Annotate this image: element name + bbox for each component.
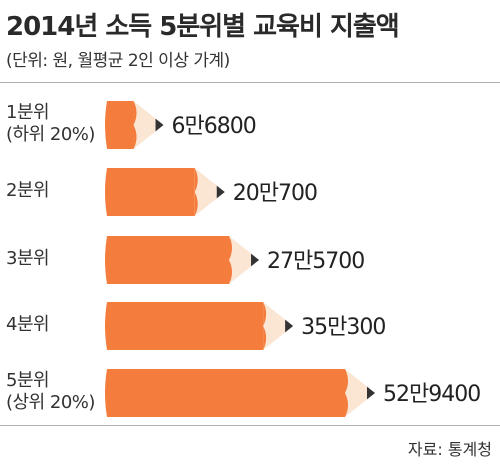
bar (105, 236, 230, 284)
source-note: 자료: 통계청 (407, 440, 492, 459)
pencil-bar-group: 35만300 (105, 302, 386, 350)
pencil-tip (345, 369, 375, 417)
pencil-lead (216, 185, 225, 199)
top-divider (0, 82, 500, 83)
pencil-bar-group: 20만700 (105, 168, 318, 216)
pencil-tip (229, 236, 260, 284)
pencil-lead (367, 386, 375, 400)
pencil-scallop (194, 168, 198, 216)
category-label-q4: 4분위 (6, 314, 50, 335)
category-label-q1: 1분위 (하위 20%) (6, 102, 95, 145)
pencil-bar-group: 52만9400 (105, 369, 481, 417)
pencil-scallop (263, 302, 267, 350)
pencil-tip (194, 168, 225, 216)
chart-subtitle: (단위: 원, 월평균 2인 이상 가계) (6, 51, 230, 71)
pencil-scallop (229, 236, 233, 284)
pencil-lead (251, 253, 260, 267)
bottom-divider (0, 425, 500, 426)
pencil-lead (285, 319, 294, 333)
pencil-bar-group: 6만6800 (105, 101, 257, 149)
chart-title: 2014년 소득 5분위별 교육비 지출액 (6, 12, 400, 42)
bar (105, 168, 195, 216)
pencil-tip (133, 101, 164, 149)
data-label: 35만300 (301, 315, 385, 340)
data-label: 52만9400 (383, 382, 480, 407)
category-label-q3: 3분위 (6, 248, 50, 269)
category-label-q5: 5분위 (상위 20%) (6, 370, 95, 413)
category-label-q2: 2분위 (6, 180, 50, 201)
bar (105, 302, 264, 350)
bar (105, 101, 134, 149)
pencil-lead (155, 118, 164, 132)
pencil-scallop (133, 101, 137, 149)
data-label: 6만6800 (172, 114, 256, 139)
data-label: 27만5700 (267, 249, 364, 274)
pencil-bar-group: 27만5700 (105, 236, 365, 284)
data-label: 20만700 (233, 181, 317, 206)
pencil-scallop (345, 369, 348, 417)
bar (105, 369, 345, 417)
pencil-tip (263, 302, 294, 350)
